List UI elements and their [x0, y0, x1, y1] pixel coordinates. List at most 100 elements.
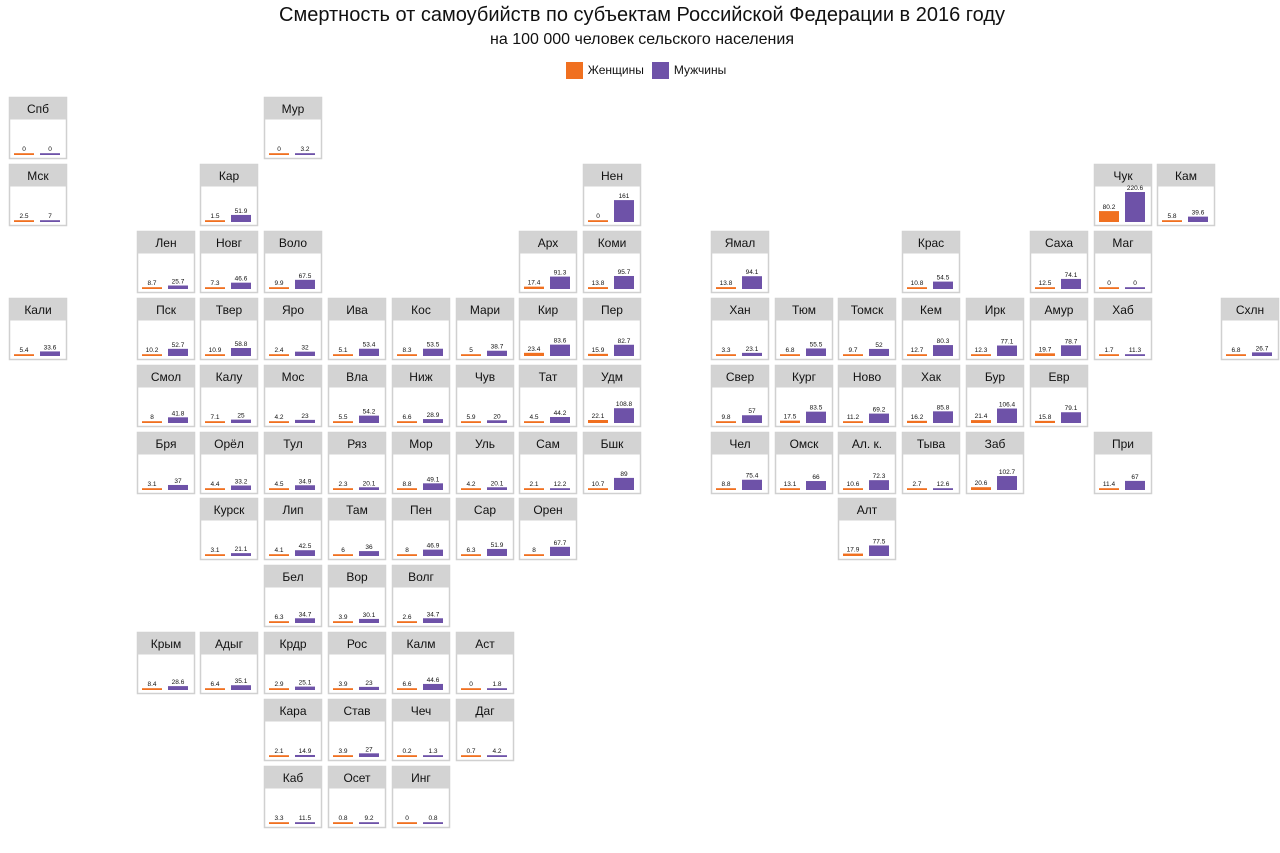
value-label-women: 12.7 [911, 347, 924, 354]
tile-header [200, 432, 258, 455]
region-tile: Свер 9.8 57 [710, 364, 770, 428]
value-label-women: 4.5 [274, 481, 283, 488]
value-label-women: 16.2 [911, 414, 924, 421]
value-label-men: 77.1 [1001, 339, 1014, 346]
region-label: Твер [216, 303, 243, 317]
region-label: Тат [539, 370, 558, 384]
value-label-women: 15.9 [592, 347, 605, 354]
region-label: Схлн [1236, 303, 1264, 317]
value-label-men: 23 [365, 680, 373, 687]
tile-header [711, 365, 769, 388]
bar-men [1252, 352, 1272, 356]
region-tile: Чел 8.8 75.4 [710, 431, 770, 495]
bar-women [524, 554, 544, 556]
value-label-women: 10.9 [209, 347, 222, 354]
value-label-men: 46.9 [427, 543, 440, 550]
bar-women [1162, 220, 1182, 222]
region-tile: Крас 10.8 54.5 [901, 230, 961, 294]
bar-men [1061, 278, 1081, 289]
value-label-men: 57 [748, 408, 756, 415]
region-label: Крым [151, 637, 182, 651]
value-label-men: 26.7 [1256, 345, 1269, 352]
region-tile: Пен 8 46.9 [391, 497, 451, 561]
value-label-women: 0 [405, 815, 409, 822]
region-label: Свер [726, 370, 755, 384]
value-label-women: 0 [469, 681, 473, 688]
bar-women [397, 554, 417, 556]
bar-men [295, 153, 315, 155]
value-label-women: 6.8 [1231, 347, 1240, 354]
bar-men [806, 348, 826, 356]
tile-header [200, 298, 258, 321]
value-label-men: 0 [1133, 280, 1137, 287]
region-tile: Ал. к. 10.6 72.3 [837, 431, 897, 495]
bar-men [1125, 354, 1145, 356]
bar-men [487, 688, 507, 690]
bar-women [333, 354, 353, 356]
value-label-women: 2.1 [274, 748, 283, 755]
bar-men [168, 348, 188, 356]
region-tile: Каб 3.3 11.5 [263, 765, 323, 829]
tile-header [1157, 164, 1215, 187]
tile-header [456, 498, 514, 521]
bar-men [423, 618, 443, 623]
value-label-women: 8.8 [402, 481, 411, 488]
value-label-men: 28.9 [427, 412, 440, 419]
tile-header [264, 699, 322, 722]
value-label-men: 102.7 [999, 469, 1016, 476]
bar-women [397, 822, 417, 824]
bar-men [359, 753, 379, 757]
tile-header [583, 432, 641, 455]
value-label-women: 9.7 [848, 347, 857, 354]
region-label: Нен [601, 169, 623, 183]
region-tile: Даг 0.7 4.2 [455, 698, 515, 762]
bar-men [1061, 345, 1081, 356]
tile-header [9, 97, 67, 120]
tile-header [1221, 298, 1279, 321]
value-label-men: 39.6 [1192, 210, 1205, 217]
region-label: Саха [1045, 236, 1073, 250]
region-tile: Орёл 4.4 33.2 [199, 431, 259, 495]
bar-men [933, 488, 953, 490]
tile-header [456, 632, 514, 655]
bar-women [1035, 353, 1055, 356]
tile-header [838, 298, 896, 321]
tile-header [200, 231, 258, 254]
region-tile: Орен 8 67.7 [518, 497, 578, 561]
region-tile: Кос 8.3 53.5 [391, 297, 451, 361]
bar-men [295, 550, 315, 556]
region-label: Сар [474, 503, 496, 517]
bar-women [1099, 488, 1119, 490]
region-label: Амур [1045, 303, 1074, 317]
value-label-men: 82.7 [618, 338, 631, 345]
value-label-men: 42.5 [299, 543, 312, 550]
value-label-women: 8 [405, 547, 409, 554]
tile-header [328, 565, 386, 588]
bar-men [869, 413, 889, 423]
value-label-men: 46.6 [235, 276, 248, 283]
region-tile: Лен 8.7 25.7 [136, 230, 196, 294]
value-label-men: 38.7 [491, 344, 504, 351]
bar-men [487, 350, 507, 356]
region-label: Мор [409, 437, 433, 451]
region-tile: Тюм 6.8 55.5 [774, 297, 834, 361]
region-tile: Тат 4.5 44.2 [518, 364, 578, 428]
region-label: Вла [346, 370, 368, 384]
bar-men [1125, 480, 1145, 490]
bar-women [843, 488, 863, 490]
region-tile: Кир 23.4 83.6 [518, 297, 578, 361]
value-label-women: 8 [150, 414, 154, 421]
bar-men [423, 822, 443, 824]
bar-women [907, 354, 927, 356]
value-label-men: 85.8 [937, 404, 950, 411]
region-tile: Крдр 2.9 25.1 [263, 631, 323, 695]
value-label-men: 66 [812, 474, 820, 481]
value-label-women: 10.8 [911, 280, 924, 287]
bar-men [550, 546, 570, 556]
value-label-men: 37 [174, 478, 182, 485]
bar-women [588, 488, 608, 490]
tile-header [264, 365, 322, 388]
value-label-men: 12.2 [554, 481, 567, 488]
bar-women [269, 554, 289, 556]
